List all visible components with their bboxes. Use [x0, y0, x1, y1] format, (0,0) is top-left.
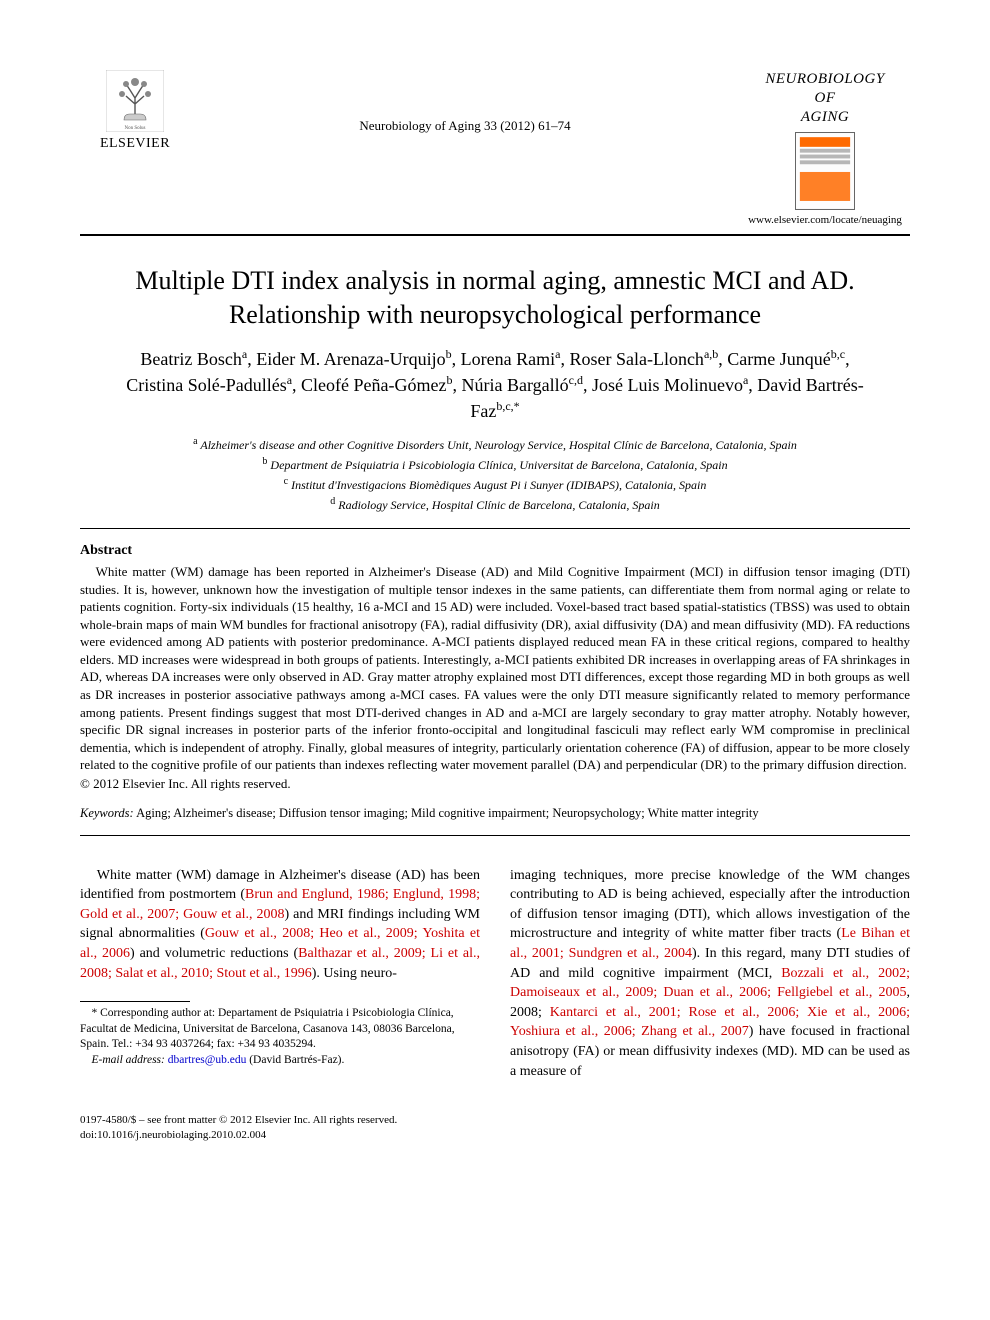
affiliation: Institut d'Investigacions Biomèdiques Au… — [291, 478, 706, 492]
author-list: Beatriz Boscha, Eider M. Arenaza-Urquijo… — [110, 346, 880, 424]
abstract-heading: Abstract — [80, 543, 910, 559]
journal-brand-block: NEUROBIOLOGY OF AGING www.elsevier.com/l… — [740, 70, 910, 226]
body-text: ). Using neuro- — [312, 966, 397, 981]
email-footnote: E-mail address: dbartres@ub.edu (David B… — [80, 1053, 480, 1069]
author: Roser Sala-Llonch — [569, 349, 703, 369]
author: Eider M. Arenaza-Urquijo — [256, 349, 445, 369]
author-aff: c,d — [569, 373, 583, 387]
author: Lorena Rami — [461, 349, 555, 369]
left-column: White matter (WM) damage in Alzheimer's … — [80, 866, 480, 1082]
footnote-rule — [80, 1001, 190, 1002]
keywords-label: Keywords: — [80, 806, 134, 820]
author-aff: a — [242, 347, 247, 361]
abstract-copyright: © 2012 Elsevier Inc. All rights reserved… — [80, 776, 910, 792]
header-rule — [80, 234, 910, 236]
right-column: imaging techniques, more precise knowled… — [510, 866, 910, 1082]
affiliation: Department de Psiquiatria i Psicobiologi… — [270, 458, 727, 472]
author-aff: a — [743, 373, 748, 387]
author: Cleofé Peña-Gómez — [301, 375, 446, 395]
publisher-block: Non Solus ELSEVIER — [80, 70, 190, 152]
author: Cristina Solé-Padullés — [126, 375, 287, 395]
journal-citation: Neurobiology of Aging 33 (2012) 61–74 — [190, 70, 740, 134]
body-columns: White matter (WM) damage in Alzheimer's … — [80, 866, 910, 1082]
page-footer: 0197-4580/$ – see front matter © 2012 El… — [80, 1113, 910, 1142]
author-aff: a — [555, 347, 560, 361]
author-aff: b,c — [831, 347, 845, 361]
author: José Luis Molinuevo — [592, 375, 743, 395]
journal-cover-thumbnail — [795, 132, 855, 210]
affiliation: Radiology Service, Hospital Clínic de Ba… — [338, 498, 660, 512]
author: Beatriz Bosch — [140, 349, 241, 369]
affiliation: Alzheimer's disease and other Cognitive … — [200, 438, 797, 452]
author: Carme Junqué — [727, 349, 830, 369]
journal-url[interactable]: www.elsevier.com/locate/neuaging — [748, 214, 902, 226]
section-rule-top — [80, 528, 910, 529]
body-paragraph: imaging techniques, more precise knowled… — [510, 866, 910, 1082]
journal-title-line3: AGING — [801, 109, 849, 125]
email-name: (David Bartrés-Faz). — [249, 1054, 344, 1066]
svg-text:Non Solus: Non Solus — [125, 126, 146, 131]
journal-title: NEUROBIOLOGY OF AGING — [765, 70, 884, 126]
article-title: Multiple DTI index analysis in normal ag… — [100, 264, 890, 332]
affiliations: a Alzheimer's disease and other Cognitiv… — [110, 434, 880, 514]
author-aff: b,c,* — [496, 399, 519, 413]
author-aff: b — [447, 373, 453, 387]
keywords-line: Keywords: Aging; Alzheimer's disease; Di… — [80, 806, 910, 821]
footer-doi: doi:10.1016/j.neurobiolaging.2010.02.004 — [80, 1128, 910, 1142]
author: Núria Bargalló — [462, 375, 569, 395]
section-rule-bottom — [80, 835, 910, 836]
author-aff: b — [446, 347, 452, 361]
elsevier-tree-logo: Non Solus — [106, 70, 164, 132]
email-label: E-mail address: — [92, 1054, 165, 1066]
footer-copyright: 0197-4580/$ – see front matter © 2012 El… — [80, 1113, 910, 1127]
journal-title-line2: OF — [815, 90, 836, 106]
author-aff: a — [287, 373, 292, 387]
email-link[interactable]: dbartres@ub.edu — [168, 1054, 247, 1066]
journal-header: Non Solus ELSEVIER Neurobiology of Aging… — [80, 70, 910, 226]
body-text: ) and volumetric reductions ( — [130, 946, 298, 961]
body-paragraph: White matter (WM) damage in Alzheimer's … — [80, 866, 480, 984]
author-aff: a,b — [704, 347, 718, 361]
journal-title-line1: NEUROBIOLOGY — [765, 71, 884, 87]
abstract-body: White matter (WM) damage has been report… — [80, 563, 910, 774]
corresponding-author-footnote: * Corresponding author at: Departament d… — [80, 1006, 480, 1053]
keywords-text: Aging; Alzheimer's disease; Diffusion te… — [136, 806, 759, 820]
publisher-name: ELSEVIER — [100, 136, 170, 152]
